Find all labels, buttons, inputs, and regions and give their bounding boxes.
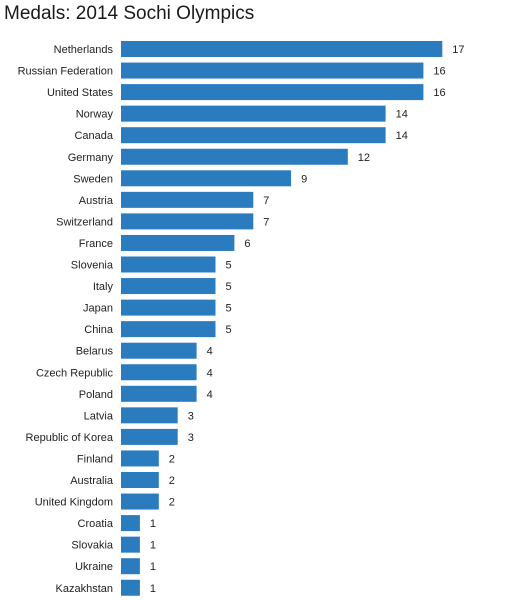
category-label-poland: Poland (79, 389, 113, 401)
value-label-slovenia: 5 (226, 260, 232, 272)
bar-sweden (121, 170, 292, 187)
value-label-croatia: 1 (150, 518, 156, 530)
value-label-china: 5 (226, 324, 232, 336)
category-label-kazakhstan: Kazakhstan (56, 583, 113, 595)
value-label-australia: 2 (169, 475, 175, 487)
category-label-croatia: Croatia (78, 518, 114, 530)
bar-italy (121, 278, 216, 295)
value-label-netherlands: 17 (452, 44, 464, 56)
bar-netherlands (121, 41, 443, 57)
bar-austria (121, 191, 254, 208)
category-label-italy: Italy (93, 281, 114, 293)
category-label-slovenia: Slovenia (71, 260, 114, 272)
bar-united-states (121, 84, 424, 101)
category-label-france: France (79, 238, 113, 250)
value-label-czech-republic: 4 (207, 367, 213, 379)
category-label-czech-republic: Czech Republic (36, 367, 114, 379)
bar-belarus (121, 342, 197, 359)
bar-canada (121, 127, 386, 144)
value-label-sweden: 9 (301, 173, 307, 185)
category-label-belarus: Belarus (76, 346, 114, 358)
value-label-canada: 14 (396, 130, 408, 142)
value-label-finland: 2 (169, 453, 175, 465)
value-label-norway: 14 (396, 109, 408, 121)
value-label-japan: 5 (226, 303, 232, 315)
value-label-germany: 12 (358, 152, 370, 164)
value-label-france: 6 (244, 238, 250, 250)
bar-poland (121, 385, 197, 402)
category-label-united-states: United States (47, 87, 114, 99)
category-label-japan: Japan (83, 303, 113, 315)
value-label-austria: 7 (263, 195, 269, 207)
value-label-italy: 5 (226, 281, 232, 293)
value-label-latvia: 3 (188, 410, 194, 422)
bar-russian-federation (121, 62, 424, 79)
bar-republic-of-korea (121, 428, 178, 445)
category-label-ukraine: Ukraine (75, 561, 113, 573)
category-label-china: China (84, 324, 114, 336)
bar-latvia (121, 407, 178, 424)
category-label-sweden: Sweden (73, 173, 113, 185)
category-label-slovakia: Slovakia (71, 540, 113, 552)
bar-czech-republic (121, 364, 197, 381)
category-label-netherlands: Netherlands (54, 44, 114, 56)
category-label-australia: Australia (70, 475, 114, 487)
bar-croatia (121, 515, 140, 532)
value-label-kazakhstan: 1 (150, 583, 156, 595)
category-label-russian-federation: Russian Federation (18, 66, 113, 78)
bar-slovenia (121, 256, 216, 273)
value-label-republic-of-korea: 3 (188, 432, 194, 444)
category-label-republic-of-korea: Republic of Korea (26, 432, 114, 444)
value-label-united-states: 16 (433, 87, 445, 99)
value-label-slovakia: 1 (150, 540, 156, 552)
chart-title: Medals: 2014 Sochi Olympics (4, 3, 255, 24)
bar-germany (121, 148, 348, 165)
category-label-canada: Canada (74, 130, 113, 142)
value-label-united-kingdom: 2 (169, 497, 175, 509)
value-label-switzerland: 7 (263, 216, 269, 228)
value-label-poland: 4 (207, 389, 213, 401)
bar-china (121, 321, 216, 338)
bar-norway (121, 105, 386, 122)
category-label-finland: Finland (77, 453, 113, 465)
bar-ukraine (121, 558, 140, 575)
bar-australia (121, 472, 159, 488)
bar-switzerland (121, 213, 254, 230)
category-label-united-kingdom: United Kingdom (35, 497, 113, 509)
bar-slovakia (121, 536, 140, 553)
bar-kazakhstan (121, 579, 140, 596)
category-label-latvia: Latvia (84, 410, 114, 422)
bar-japan (121, 299, 216, 316)
value-label-belarus: 4 (207, 346, 213, 358)
category-label-austria: Austria (79, 195, 114, 207)
bar-finland (121, 450, 159, 467)
category-label-switzerland: Switzerland (56, 216, 113, 228)
value-label-russian-federation: 16 (433, 66, 445, 78)
bar-united-kingdom (121, 493, 159, 510)
category-label-germany: Germany (68, 152, 114, 164)
value-label-ukraine: 1 (150, 561, 156, 573)
category-label-norway: Norway (76, 109, 114, 121)
bar-france (121, 234, 235, 251)
